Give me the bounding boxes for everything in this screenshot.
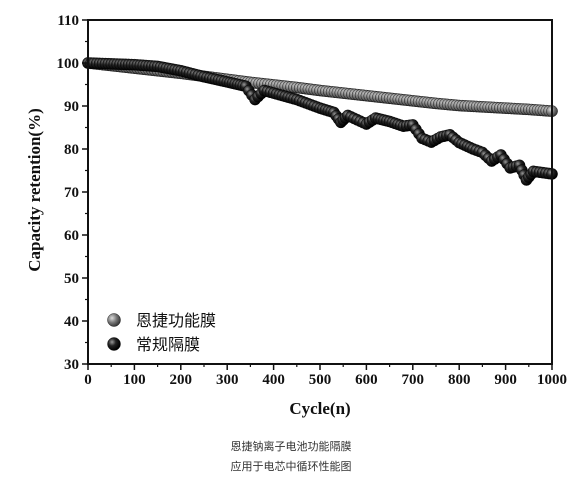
y-tick-label: 40 bbox=[64, 314, 79, 330]
x-tick-label: 700 bbox=[402, 372, 425, 388]
chart: 0 100 200 300 400 500 600 700 800 900 1000 30 40 50 60… bbox=[25, 13, 568, 418]
x-tick-label: 800 bbox=[448, 372, 471, 388]
x-tick-label: 200 bbox=[170, 372, 193, 388]
series-2 bbox=[82, 57, 558, 186]
y-tick-label: 50 bbox=[64, 271, 79, 287]
y-axis-title: Capacity retention(%) bbox=[25, 108, 44, 272]
y-tick-label: 80 bbox=[64, 142, 79, 158]
x-tick-label: 900 bbox=[494, 372, 517, 388]
x-tick-label: 100 bbox=[123, 372, 146, 388]
x-tick-label: 0 bbox=[84, 372, 92, 388]
x-axis-title: Cycle(n) bbox=[289, 399, 350, 418]
caption-line-1: 恩捷钠离子电池功能隔膜 bbox=[230, 440, 352, 453]
x-tick-label: 300 bbox=[216, 372, 239, 388]
caption-line-2: 应用于电芯中循环性能图 bbox=[230, 460, 352, 473]
x-tick-label: 500 bbox=[309, 372, 332, 388]
y-tick-label: 100 bbox=[57, 56, 80, 72]
axes: 0 100 200 300 400 500 600 700 800 900 1000 30 40 50 60… bbox=[57, 13, 568, 388]
y-tick-label: 30 bbox=[64, 357, 79, 373]
legend-marker bbox=[107, 337, 121, 351]
y-tick-label: 90 bbox=[64, 99, 79, 115]
y-tick-label: 60 bbox=[64, 228, 79, 244]
x-tick-label: 1000 bbox=[537, 372, 567, 388]
y-tick-label: 110 bbox=[57, 13, 79, 29]
y-tick-label: 70 bbox=[64, 185, 79, 201]
legend-label: 恩捷功能膜 bbox=[136, 311, 216, 330]
x-tick-label: 600 bbox=[355, 372, 378, 388]
legend-marker bbox=[107, 313, 121, 327]
x-tick-label: 400 bbox=[262, 372, 285, 388]
data-markers bbox=[82, 57, 558, 186]
legend-label: 常规隔膜 bbox=[136, 335, 200, 354]
